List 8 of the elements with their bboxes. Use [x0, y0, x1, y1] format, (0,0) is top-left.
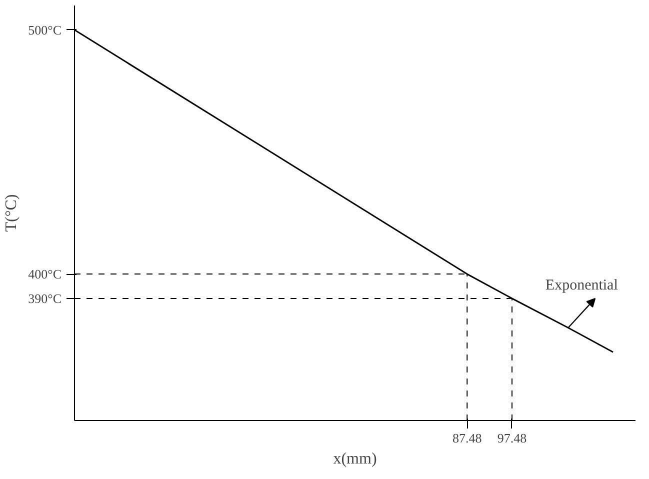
y-axis-title: T(°C): [3, 194, 20, 232]
annotation: Exponential: [545, 278, 618, 294]
x-axis-title: x(mm): [333, 450, 377, 468]
y-tick-label: 390°C: [28, 290, 62, 306]
x-tick-label: 87.48: [452, 430, 482, 446]
y-tick-label: 400°C: [28, 266, 62, 282]
y-tick-label: 500°C: [28, 22, 62, 38]
x-tick-label: 97.48: [497, 430, 527, 446]
